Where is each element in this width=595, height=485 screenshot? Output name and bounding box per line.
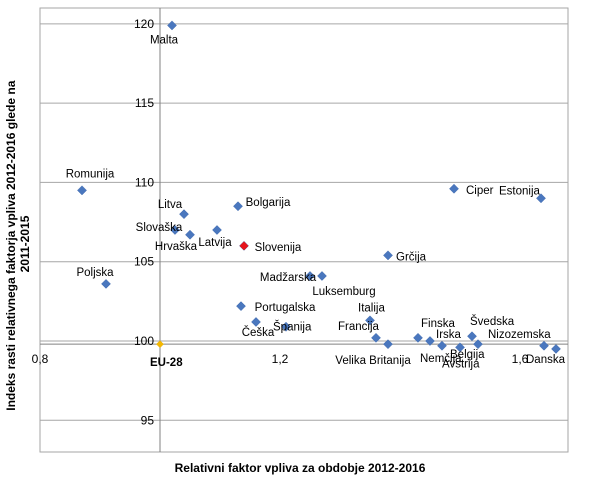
label-italija: Italija xyxy=(358,302,385,314)
label-slovenija: Slovenija xyxy=(255,242,302,254)
label-estonija: Estonija xyxy=(499,185,541,197)
plot-border xyxy=(39,7,569,453)
point-madzarska xyxy=(305,271,315,281)
label-slovaska: Slovaška xyxy=(136,222,183,234)
point-finska xyxy=(413,332,423,343)
label-danska: Danska xyxy=(526,354,566,366)
point-avstrija xyxy=(455,342,465,353)
label-belgija: Belgija xyxy=(450,349,485,361)
label-eu-28: EU-28 xyxy=(150,357,183,369)
label-latvija: Latvija xyxy=(198,237,232,249)
point-francija xyxy=(371,332,381,343)
label-svedska: Švedska xyxy=(470,315,515,328)
point-estonija xyxy=(536,193,546,204)
point-latvija xyxy=(212,225,222,235)
point-belgija xyxy=(473,339,483,350)
tick-labels: 95 100 105 110 115 120 0,8 1,2 1,6 xyxy=(32,17,529,427)
label-grcija: Grčija xyxy=(396,251,427,263)
label-ciper: Ciper xyxy=(466,185,494,197)
point-spanija xyxy=(281,321,291,332)
label-poljska: Poljska xyxy=(76,267,114,279)
point-romunija xyxy=(77,185,87,196)
label-bolgarija: Bolgarija xyxy=(246,197,291,209)
point-malta xyxy=(167,20,177,31)
point-eu-28 xyxy=(156,340,164,349)
label-hrvaska: Hrvaška xyxy=(155,241,198,253)
x-tick-label: 1,6 xyxy=(512,352,529,366)
y-tick-label: 105 xyxy=(134,255,154,269)
point-litva xyxy=(179,209,189,220)
y-axis-title-line-1: Indeks rasti relativnega faktorja vpliva… xyxy=(4,80,18,410)
label-madzarska: Madžarska xyxy=(260,272,317,284)
label-finska: Finska xyxy=(421,318,455,330)
label-avstrija: Avstrija xyxy=(442,358,480,370)
point-hrvaska xyxy=(185,229,195,240)
plot-area xyxy=(39,7,569,453)
point-poljska xyxy=(101,279,111,289)
y-tick-label: 120 xyxy=(134,17,154,31)
y-tick-label: 115 xyxy=(135,96,154,110)
point-bolgarija xyxy=(233,201,243,212)
reference-lines xyxy=(40,8,568,452)
point-nemcija xyxy=(437,340,447,351)
label-ceska: Češka xyxy=(242,326,275,339)
y-axis-title-line-2: 2011-2015 xyxy=(18,215,32,272)
gridlines xyxy=(40,23,568,421)
y-axis-title: Indeks rasti relativnega faktorja vpliva… xyxy=(4,77,32,411)
point-svedska xyxy=(467,331,477,342)
label-portugalska: Portugalska xyxy=(255,302,316,314)
point-italija xyxy=(365,315,375,326)
label-romunija: Romunija xyxy=(66,168,115,180)
point-danska xyxy=(551,344,561,354)
point-slovenija xyxy=(239,240,249,251)
x-tick-label: 0,8 xyxy=(32,352,49,366)
point-ciper xyxy=(449,183,459,194)
label-luksemburg: Luksemburg xyxy=(312,286,375,298)
point-velika-britanija xyxy=(383,339,393,350)
label-irska: Irska xyxy=(436,329,462,341)
point-portugalska xyxy=(236,301,246,311)
point-irska xyxy=(425,336,435,346)
label-velika-britanija: Velika Britanija xyxy=(335,355,411,367)
label-malta: Malta xyxy=(150,34,179,46)
y-tick-label: 100 xyxy=(134,334,154,348)
y-tick-label: 95 xyxy=(141,413,155,427)
label-francija: Francija xyxy=(338,321,380,333)
label-nizozemska: Nizozemska xyxy=(488,329,551,341)
point-ceska xyxy=(251,317,261,327)
label-litva: Litva xyxy=(158,199,183,211)
point-nizozemska xyxy=(539,340,549,351)
label-spanija: Španija xyxy=(273,321,312,334)
x-tick-label: 1,2 xyxy=(272,352,289,366)
data-points: Malta Romunija Litva Bolgarija Slovaška Hrvaš… xyxy=(66,20,566,370)
y-tick-label: 110 xyxy=(135,175,154,189)
point-slovaska xyxy=(170,225,180,235)
x-axis-title: Relativni faktor vpliva za obdobje 2012-… xyxy=(175,461,426,475)
point-grcija xyxy=(383,250,393,261)
point-luksemburg xyxy=(317,271,327,281)
label-nemcija: Nemčija xyxy=(420,353,462,365)
